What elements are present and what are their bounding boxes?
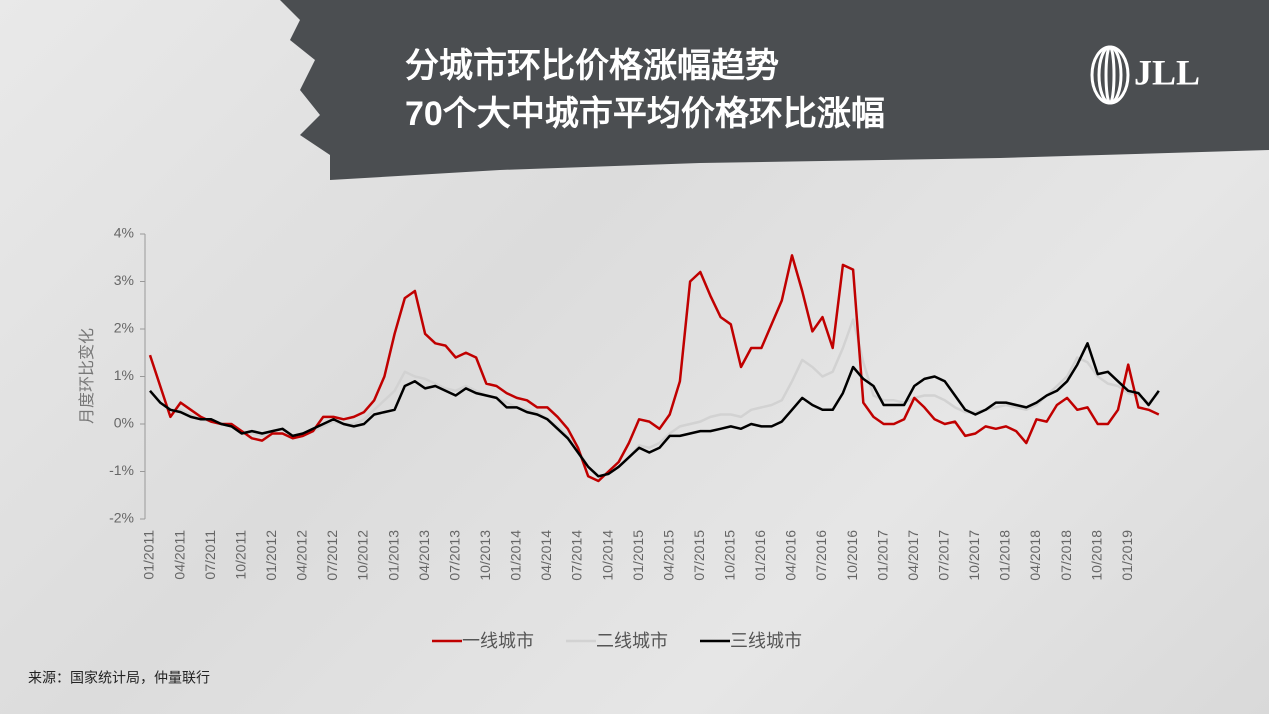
x-tick-label: 01/2016 bbox=[752, 530, 768, 581]
series-line bbox=[148, 254, 1160, 483]
x-tick-label: 10/2011 bbox=[232, 530, 248, 580]
y-tick-label: -2% bbox=[109, 510, 134, 526]
y-tick-label: 0% bbox=[114, 415, 134, 431]
x-tick-label: 07/2013 bbox=[446, 530, 462, 581]
x-tick-label: 10/2013 bbox=[477, 530, 493, 581]
y-tick-label: 4% bbox=[114, 225, 134, 241]
x-tick-label: 04/2018 bbox=[1027, 530, 1043, 581]
legend-label: 三线城市 bbox=[730, 631, 802, 651]
x-tick-label: 04/2011 bbox=[171, 530, 187, 580]
x-tick-label: 04/2014 bbox=[538, 530, 554, 581]
legend-label: 二线城市 bbox=[596, 631, 668, 651]
x-tick-label: 10/2018 bbox=[1088, 530, 1104, 581]
x-tick-label: 04/2015 bbox=[660, 530, 676, 581]
x-tick-label: 10/2012 bbox=[355, 530, 371, 581]
x-tick-label: 10/2015 bbox=[722, 530, 738, 581]
series-line bbox=[149, 342, 1160, 478]
title-line: 分城市环比价格涨幅趋势 bbox=[405, 46, 779, 85]
x-tick-label: 04/2016 bbox=[783, 530, 799, 581]
y-tick-label: 3% bbox=[114, 272, 134, 288]
x-tick-label: 07/2011 bbox=[202, 530, 218, 580]
header-band bbox=[0, 0, 1269, 180]
logo-text: JLL bbox=[1134, 52, 1200, 92]
source-note: 来源：国家统计局，仲量联行 bbox=[28, 670, 210, 686]
x-tick-label: 07/2015 bbox=[691, 530, 707, 581]
series-line bbox=[149, 318, 1160, 478]
x-tick-label: 10/2014 bbox=[599, 530, 615, 581]
legend-label: 一线城市 bbox=[462, 631, 534, 651]
x-tick-label: 07/2018 bbox=[1058, 530, 1074, 581]
x-tick-label: 01/2013 bbox=[385, 530, 401, 581]
y-tick-label: -1% bbox=[109, 462, 134, 478]
logo: JLL bbox=[1090, 45, 1200, 105]
y-tick-label: 2% bbox=[114, 320, 134, 336]
x-tick-label: 07/2014 bbox=[569, 530, 585, 581]
y-axis-label: 月度环比变化 bbox=[78, 328, 96, 424]
x-tick-label: 07/2017 bbox=[936, 530, 952, 581]
y-tick-label: 1% bbox=[114, 367, 134, 383]
title-line: 70个大中城市平均价格环比涨幅 bbox=[405, 94, 885, 133]
x-tick-label: 01/2018 bbox=[997, 530, 1013, 581]
x-tick-label: 04/2012 bbox=[294, 530, 310, 581]
x-tick-label: 04/2013 bbox=[416, 530, 432, 581]
x-tick-label: 07/2012 bbox=[324, 530, 340, 581]
x-tick-label: 01/2011 bbox=[141, 530, 157, 580]
x-tick-label: 04/2017 bbox=[905, 530, 921, 581]
x-tick-label: 01/2017 bbox=[874, 530, 890, 581]
x-tick-label: 10/2017 bbox=[966, 530, 982, 581]
x-tick-label: 07/2016 bbox=[813, 530, 829, 581]
x-tick-label: 10/2016 bbox=[844, 530, 860, 581]
x-tick-label: 01/2015 bbox=[630, 530, 646, 581]
x-tick-label: 01/2019 bbox=[1119, 530, 1135, 581]
x-tick-label: 01/2012 bbox=[263, 530, 279, 581]
x-tick-label: 01/2014 bbox=[508, 530, 524, 581]
